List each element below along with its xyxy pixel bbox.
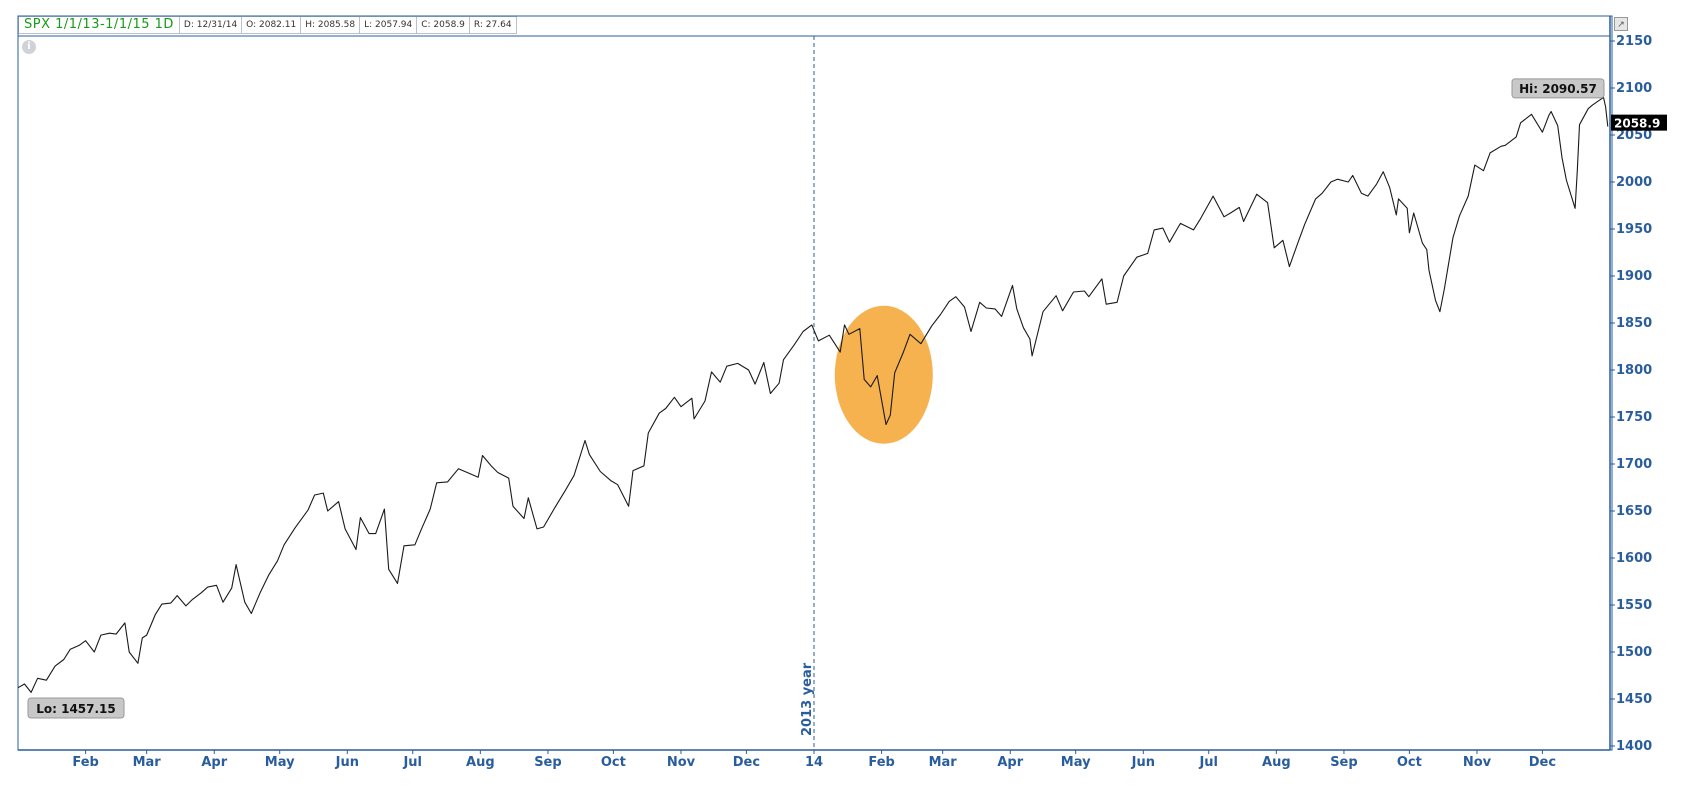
x-tick-label: Jun [1131,755,1155,770]
y-tick-label: 2100 [1616,81,1652,96]
x-tick-label: Feb [72,755,98,770]
highlight-ellipse [834,305,933,444]
year-divider-label: 2013 year [800,662,815,736]
x-tick-label: Jul [402,755,422,770]
x-tick-label: 14 [805,755,823,770]
x-tick-label: Mar [929,755,958,770]
y-tick-label: 1900 [1616,269,1652,284]
x-tick-label: May [1061,755,1091,770]
y-tick-label: 1500 [1616,645,1652,660]
lo-label: Lo: 1457.15 [36,702,116,716]
lo-label-box [27,697,125,719]
y-tick-label: 1450 [1616,692,1652,707]
y-tick-label: 1750 [1616,410,1652,425]
x-tick-label: Apr [201,755,227,770]
x-tick-label: Dec [1529,755,1556,770]
y-tick-label: 2050 [1616,128,1652,143]
x-tick-label: Mar [133,755,162,770]
x-tick-label: Nov [667,755,696,770]
x-tick-label: May [265,755,295,770]
x-tick-label: Oct [1397,755,1422,770]
plot-border [17,15,1613,751]
x-tick-label: Aug [466,755,495,770]
y-tick-label: 1700 [1616,457,1652,472]
x-tick-label: Sep [1330,755,1358,770]
x-tick-label: Jul [1198,755,1218,770]
last-price-box [1611,114,1667,131]
y-tick-label: 1650 [1616,504,1652,519]
x-tick-label: Nov [1463,755,1492,770]
y-tick-label: 2000 [1616,175,1652,190]
last-price-label: 2058.9 [1614,117,1660,131]
hi-label: Hi: 2090.57 [1519,82,1597,96]
x-tick-label: Apr [997,755,1023,770]
x-tick-label: Jun [335,755,359,770]
x-tick-label: Oct [601,755,626,770]
y-tick-label: 1600 [1616,551,1652,566]
y-tick-label: 1400 [1616,739,1652,754]
y-tick-label: 1800 [1616,363,1652,378]
spx-price-line [17,96,1609,693]
x-tick-label: Sep [534,755,562,770]
x-tick-label: Feb [868,755,894,770]
y-tick-label: 1550 [1616,598,1652,613]
collapse-icon[interactable]: ↗ [1614,17,1628,31]
y-tick-label: 2150 [1616,34,1652,49]
y-tick-label: 1850 [1616,316,1652,331]
x-tick-label: Dec [733,755,760,770]
hi-label-box [1511,78,1605,99]
y-tick-label: 1950 [1616,222,1652,237]
info-icon[interactable]: i [22,40,36,54]
symbol-range-label[interactable]: SPX 1/1/13-1/1/15 1D [18,16,180,34]
x-tick-label: Aug [1262,755,1291,770]
